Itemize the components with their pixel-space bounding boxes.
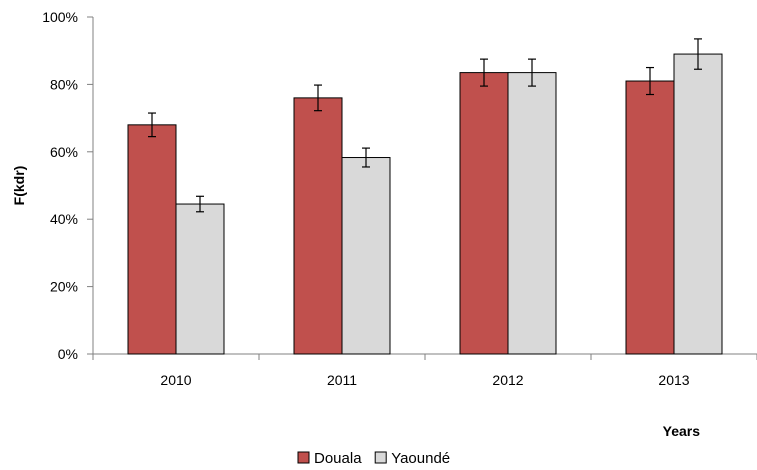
- y-tick-label: 100%: [42, 9, 78, 25]
- error-bar: [646, 66, 654, 96]
- bar-yaound-2010: [175, 203, 225, 355]
- legend: Douala Yaoundé: [297, 450, 450, 467]
- error-bar: [528, 58, 536, 87]
- bar-douala-2013: [625, 80, 675, 355]
- legend-label: Yaoundé: [391, 450, 450, 467]
- error-bar: [480, 58, 488, 87]
- x-tick-label: 2010: [160, 372, 191, 388]
- error-bars: [148, 38, 702, 213]
- bar-yaound-2013: [673, 53, 723, 355]
- x-tick-label: 2011: [327, 372, 357, 388]
- bars: [127, 53, 723, 355]
- error-bar: [148, 112, 156, 138]
- x-tick-label: 2013: [658, 372, 689, 388]
- x-tick-label: 2012: [492, 372, 523, 388]
- y-tick-label: 0%: [58, 346, 78, 362]
- y-axis-title: F(kdr): [11, 166, 27, 206]
- bar-yaound-2011: [341, 157, 391, 355]
- error-bar: [694, 38, 702, 70]
- error-bar: [196, 195, 204, 213]
- bar-douala-2012: [459, 72, 509, 355]
- bar-yaound-2012: [507, 72, 557, 355]
- legend-swatch: [297, 451, 310, 464]
- y-tick-label: 80%: [50, 76, 78, 92]
- error-bar: [362, 147, 370, 168]
- y-axis: 0% 20% 40% 60% 80% 100%: [42, 9, 94, 362]
- x-axis-title: Years: [663, 423, 701, 439]
- bar-douala-2011: [293, 97, 343, 355]
- y-tick-label: 40%: [50, 211, 78, 227]
- legend-swatch: [374, 451, 387, 464]
- y-tick-label: 60%: [50, 144, 78, 160]
- x-axis: 2010 2011 2012 2013: [92, 353, 757, 388]
- legend-label: Douala: [314, 450, 362, 467]
- legend-item-douala: Douala: [297, 450, 362, 467]
- bar-douala-2010: [127, 124, 177, 355]
- error-bar: [314, 84, 322, 112]
- legend-item-yaound: Yaoundé: [374, 450, 450, 467]
- y-tick-label: 20%: [50, 279, 78, 295]
